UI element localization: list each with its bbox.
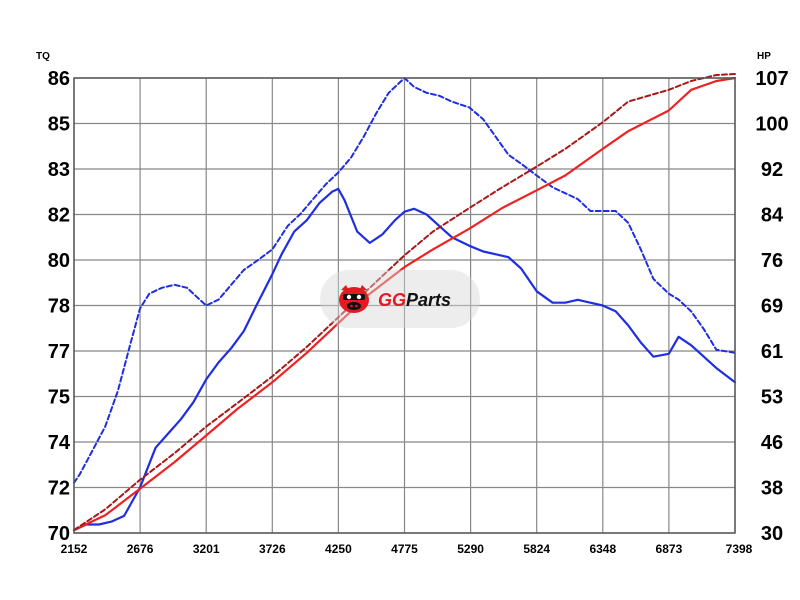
left-tick-label: 82: [48, 205, 70, 227]
right-tick-label: 107: [755, 68, 788, 90]
right-tick-label: 69: [761, 296, 783, 318]
x-tick-label: 4250: [325, 542, 352, 556]
x-tick-label: 2152: [61, 542, 88, 556]
series-layer: [72, 73, 737, 532]
right-tick-label: 30: [761, 523, 783, 545]
right-tick-label: 100: [755, 114, 788, 136]
x-tick-label: 5290: [457, 542, 484, 556]
left-tick-label: 80: [48, 250, 70, 272]
left-tick-label: 85: [48, 114, 70, 136]
right-axis-ticks: 30 38 46 53 61 69 76 84 92 100 107: [755, 68, 788, 545]
left-tick-label: 77: [48, 341, 70, 363]
right-tick-label: 38: [761, 478, 783, 500]
left-tick-label: 86: [48, 68, 70, 90]
series-line-3: [72, 76, 737, 532]
left-tick-label: 70: [48, 523, 70, 545]
right-tick-label: 84: [761, 205, 784, 227]
series-line-1: [72, 187, 737, 532]
mascot-icon: [339, 285, 369, 313]
brand-prefix: GG: [378, 290, 406, 310]
left-tick-label: 74: [48, 432, 71, 454]
right-tick-label: 92: [761, 159, 783, 181]
brand-name: GGParts: [378, 290, 451, 310]
right-tick-label: 53: [761, 387, 783, 409]
left-tick-label: 78: [48, 296, 70, 318]
x-tick-label: 5824: [523, 542, 550, 556]
x-tick-label: 2676: [127, 542, 154, 556]
x-tick-label: 3726: [259, 542, 286, 556]
plot-frame: [73, 77, 736, 534]
x-axis-ticks: 2152 2676 3201 3726 4250 4775 5290 5824 6348 6873…: [61, 542, 753, 556]
right-tick-label: 46: [761, 432, 783, 454]
x-tick-label: 6873: [656, 542, 683, 556]
x-tick-label: 7398: [726, 542, 753, 556]
watermark-logo: GGParts: [320, 270, 480, 328]
left-tick-label: 72: [48, 478, 70, 500]
x-tick-label: 3201: [193, 542, 220, 556]
right-tick-label: 61: [761, 341, 783, 363]
brand-suffix: Parts: [406, 290, 451, 310]
x-tick-label: 6348: [589, 542, 616, 556]
x-tick-label: 4775: [391, 542, 418, 556]
series-line-4: [73, 73, 736, 531]
left-axis-ticks: 70 72 74 75 77 78 80 82 83 85 86: [48, 68, 71, 545]
right-axis-unit: HP: [757, 51, 771, 62]
left-axis-unit: TQ: [36, 51, 50, 62]
series-line-2: [73, 77, 736, 484]
left-tick-label: 75: [48, 387, 70, 409]
right-tick-label: 76: [761, 250, 783, 272]
left-tick-label: 83: [48, 159, 70, 181]
